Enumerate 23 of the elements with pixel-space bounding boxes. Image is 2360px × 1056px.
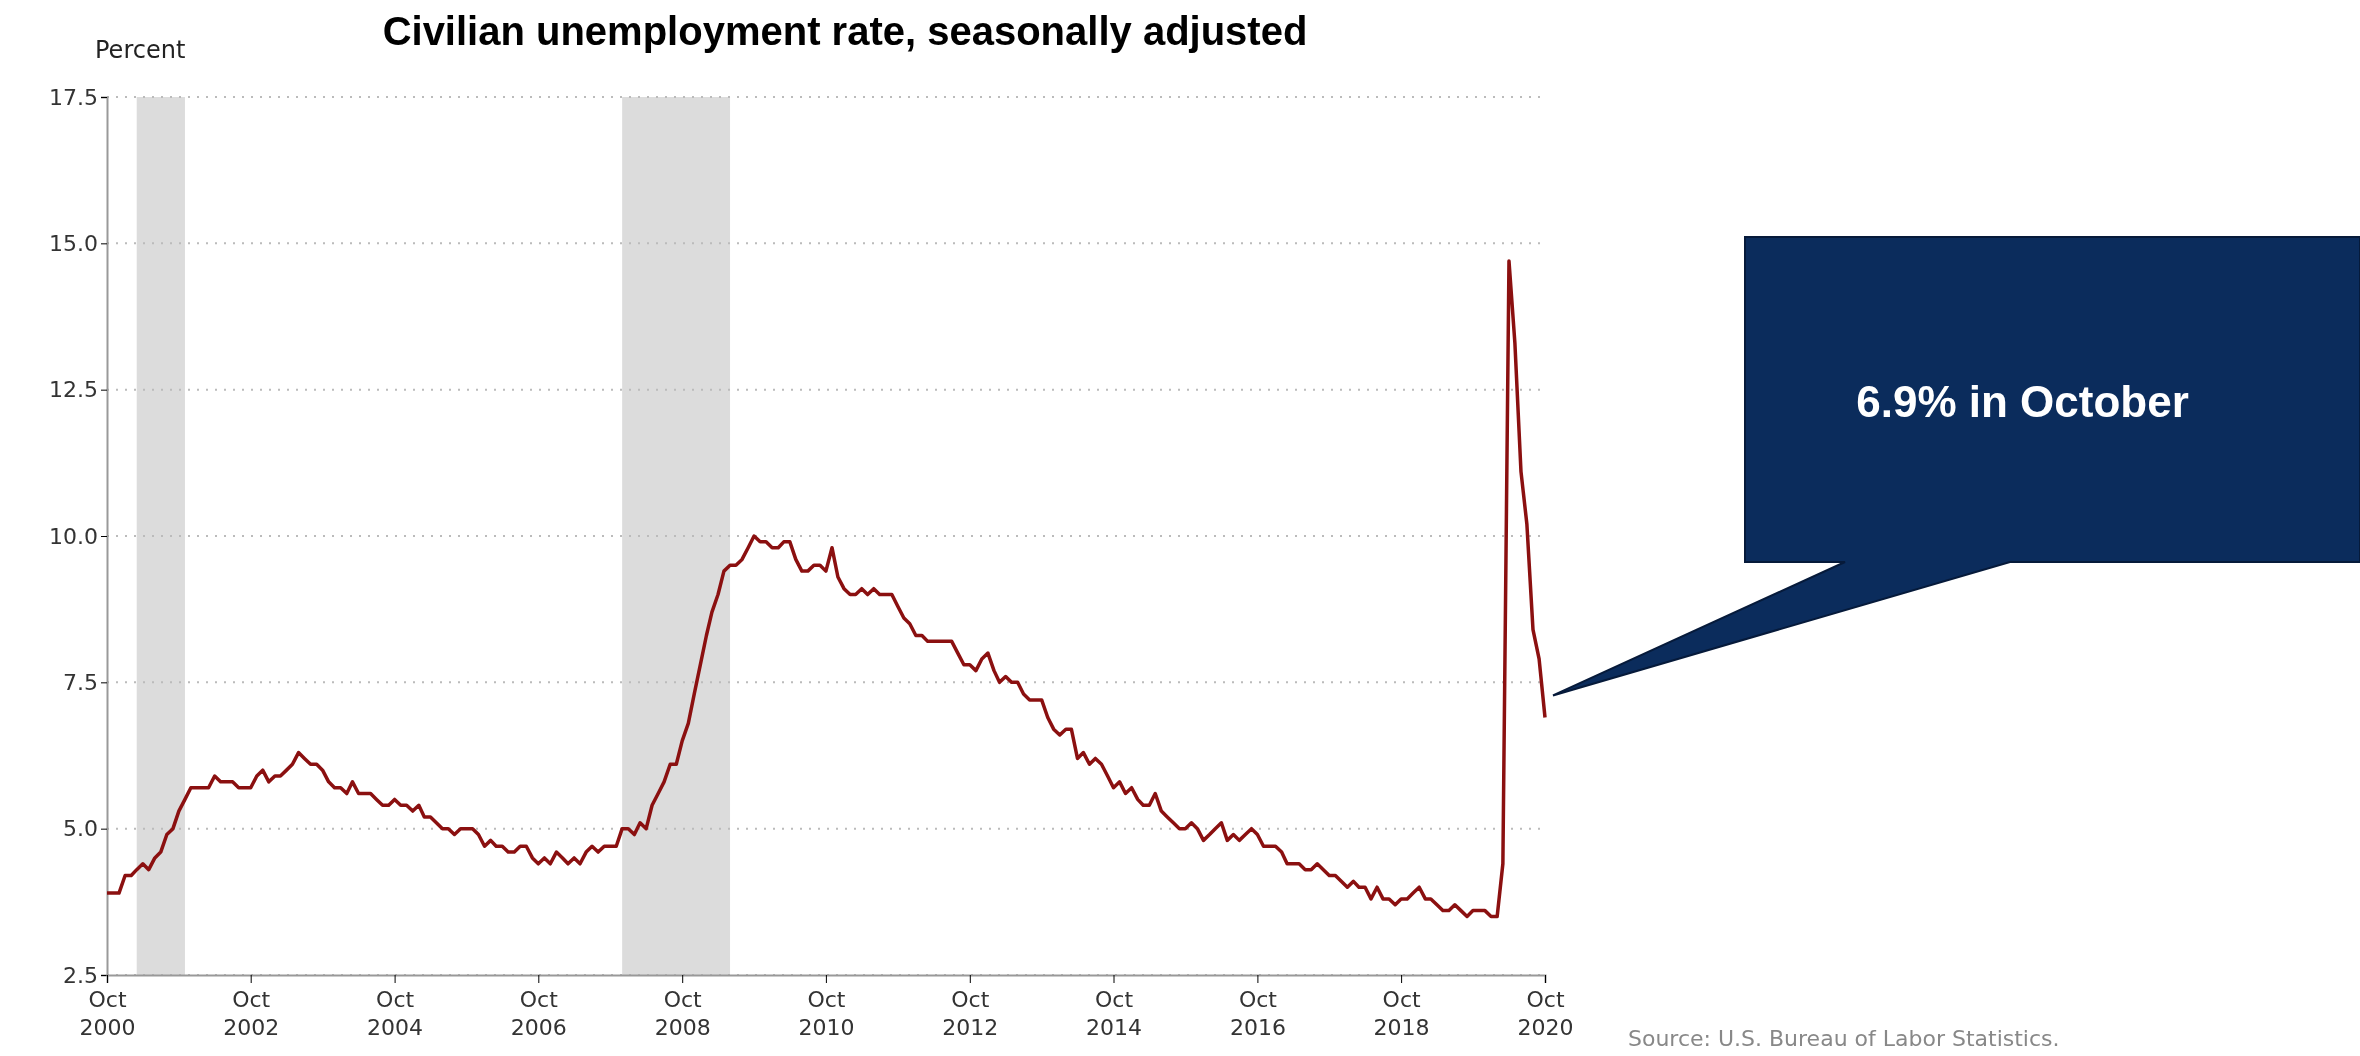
y-tick-label: 10.0: [49, 523, 98, 549]
x-tick-label: Oct 2020: [1517, 987, 1574, 1040]
y-tick-label: 15.0: [49, 230, 98, 256]
y-tick-label: 17.5: [49, 84, 98, 110]
text: 6.9% in October: [1856, 377, 2189, 426]
y-tick-label: 2.5: [63, 962, 98, 988]
line-series: [105, 259, 1547, 919]
source-note: Source: U.S. Bureau of Labor Statistics.: [1628, 1026, 2060, 1051]
y-tick-label: 7.5: [63, 669, 98, 695]
x-tick-label: Oct 2006: [510, 987, 567, 1040]
chart-title: Civilian unemployment rate, seasonally adjusted: [382, 9, 1308, 53]
x-tick-label: Oct 2016: [1229, 987, 1286, 1040]
y-axis-title: Percent: [95, 36, 186, 64]
x-tick-label: Oct 2004: [367, 987, 424, 1040]
x-tick-label: Oct 2002: [223, 987, 280, 1040]
x-tick-label: Oct 2008: [654, 987, 711, 1040]
y-tick-label: 5.0: [63, 816, 98, 842]
x-tick-label: Oct 2014: [1086, 987, 1142, 1040]
x-tick-label: Oct 2012: [942, 987, 999, 1040]
x-tick-label: Oct 2000: [79, 987, 136, 1040]
y-tick-label: 12.5: [49, 377, 98, 403]
x-tick-label: Oct 2010: [798, 987, 855, 1040]
x-tick-label: Oct 2018: [1373, 987, 1430, 1040]
